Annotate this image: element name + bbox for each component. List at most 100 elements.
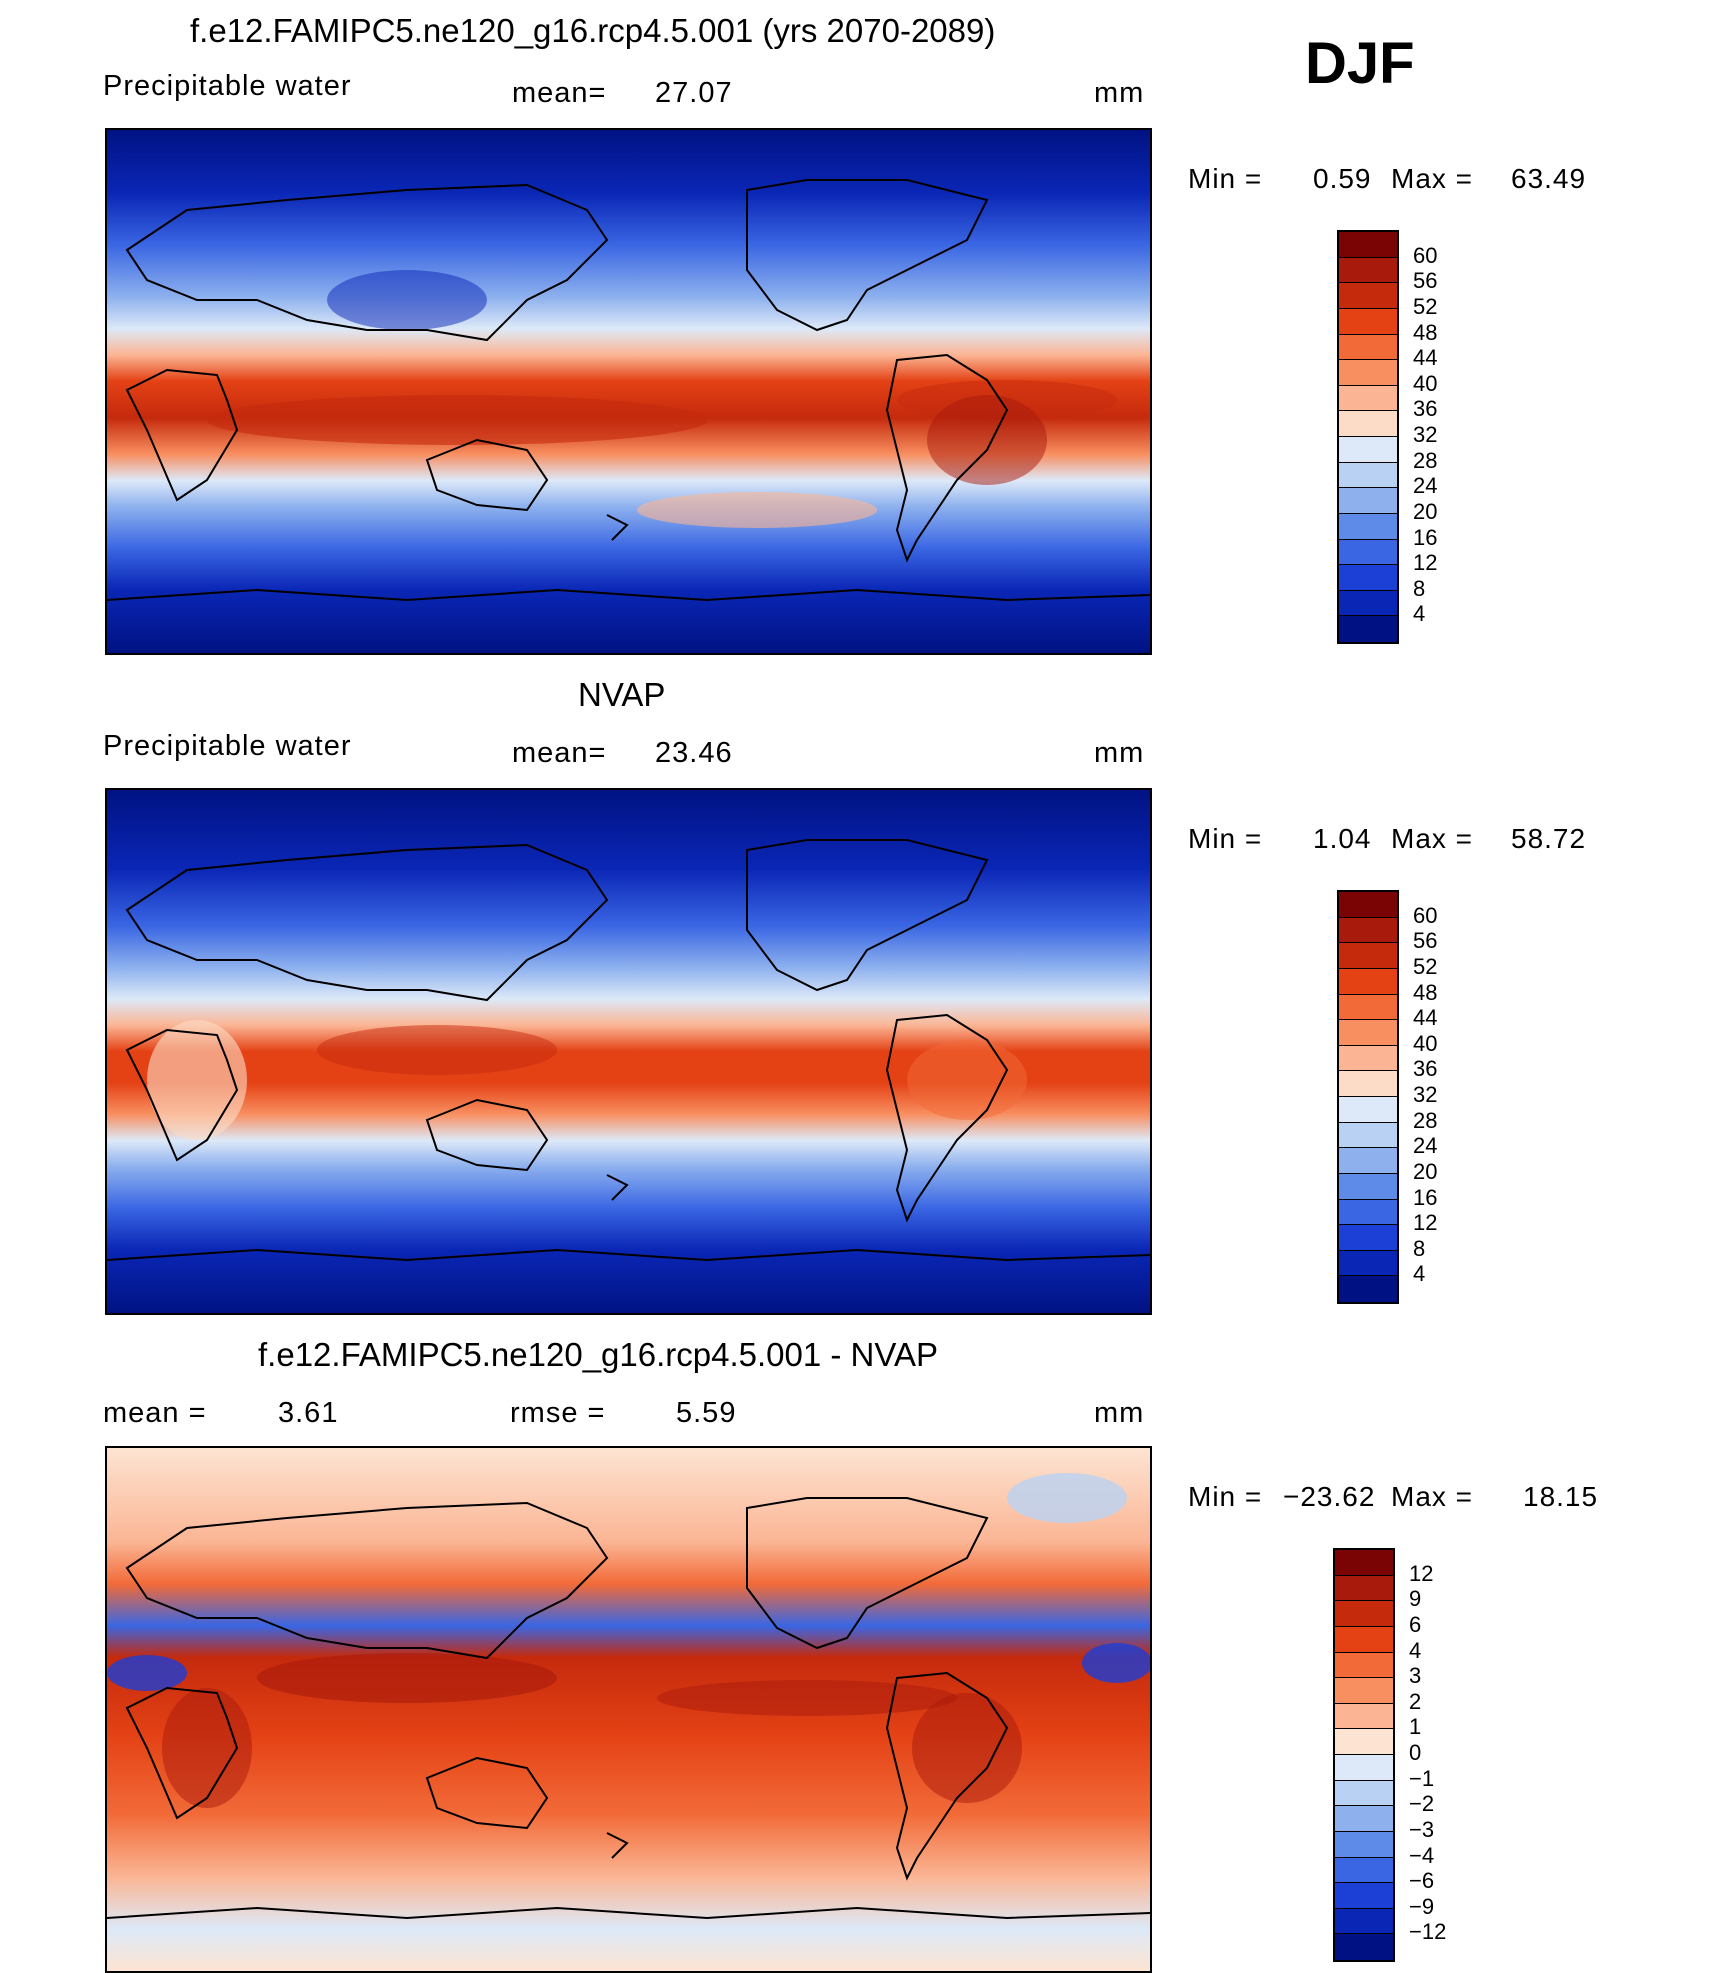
colorbar-tick-model-7: 32 bbox=[1413, 422, 1438, 447]
colorbar-tick-obs-13: 8 bbox=[1413, 1235, 1426, 1261]
colorbar-tick-obs-11: 16 bbox=[1413, 1184, 1438, 1210]
colorbar-swatch-model-6 bbox=[1339, 385, 1397, 412]
colorbar-tick-model-6: 36 bbox=[1413, 396, 1438, 422]
variable-label-obs: Precipitable water bbox=[103, 730, 352, 762]
mean-label-obs: mean= bbox=[512, 737, 607, 769]
map-diff bbox=[105, 1446, 1152, 1973]
mean-label-model: mean= bbox=[512, 77, 607, 109]
colorbar-swatch-diff-15 bbox=[1335, 1934, 1393, 1960]
colorbar-swatch-obs-12 bbox=[1339, 1199, 1397, 1226]
colorbar-tick-diff-5: 2 bbox=[1409, 1688, 1422, 1714]
colorbar-swatch-model-8 bbox=[1339, 437, 1397, 463]
colorbar-swatch-obs-7 bbox=[1339, 1071, 1397, 1097]
max-value-model: 63.49 bbox=[1511, 163, 1587, 194]
colorbar-tick-obs-1: 56 bbox=[1413, 928, 1438, 954]
map-obs-field bbox=[107, 790, 1150, 1313]
colorbar-swatch-diff-8 bbox=[1335, 1755, 1393, 1781]
colorbar-swatch-diff-9 bbox=[1335, 1780, 1393, 1807]
max-label-diff: Max = bbox=[1391, 1481, 1474, 1512]
colorbar-tick-obs-2: 52 bbox=[1413, 953, 1438, 979]
colorbar-tick-model-0: 60 bbox=[1413, 242, 1438, 268]
colorbar-tick-diff-4: 3 bbox=[1409, 1663, 1422, 1689]
map-obs bbox=[105, 788, 1152, 1315]
colorbar-tick-model-9: 24 bbox=[1413, 473, 1438, 499]
colorbar-swatch-diff-12 bbox=[1335, 1857, 1393, 1884]
diff-mean-label: mean = bbox=[103, 1397, 207, 1429]
map-model-field bbox=[107, 130, 1150, 653]
colorbar-tick-diff-8: −1 bbox=[1409, 1765, 1435, 1791]
colorbar-tick-obs-4: 44 bbox=[1413, 1005, 1438, 1031]
colorbar-tick-obs-7: 32 bbox=[1413, 1082, 1438, 1107]
colorbar-swatch-obs-1 bbox=[1339, 917, 1397, 944]
colorbar-swatch-diff-3 bbox=[1335, 1626, 1393, 1653]
colorbar-swatch-model-14 bbox=[1339, 590, 1397, 617]
colorbar-tick-diff-6: 1 bbox=[1409, 1714, 1422, 1740]
colorbar-obs bbox=[1337, 890, 1399, 1304]
colorbar-swatch-model-1 bbox=[1339, 257, 1397, 284]
colorbar-tick-obs-6: 36 bbox=[1413, 1056, 1438, 1082]
mean-value-obs: 23.46 bbox=[655, 737, 733, 769]
colorbar-swatch-model-9 bbox=[1339, 462, 1397, 489]
diff-mean-value: 3.61 bbox=[278, 1397, 339, 1429]
season-label: DJF bbox=[1305, 31, 1415, 96]
colorbar-tick-obs-12: 12 bbox=[1413, 1210, 1438, 1236]
colorbar-swatch-model-15 bbox=[1339, 616, 1397, 642]
colorbar-swatch-model-11 bbox=[1339, 513, 1397, 540]
colorbar-swatch-diff-7 bbox=[1335, 1729, 1393, 1755]
max-label-obs: Max = bbox=[1391, 823, 1474, 854]
colorbar-tick-obs-10: 20 bbox=[1413, 1158, 1438, 1184]
min-value-diff: −23.62 bbox=[1283, 1481, 1376, 1512]
colorbar-swatch-model-0 bbox=[1339, 232, 1397, 258]
colorbar-swatch-diff-4 bbox=[1335, 1652, 1393, 1679]
colorbar-tick-model-5: 40 bbox=[1413, 370, 1438, 396]
rmse-label: rmse = bbox=[510, 1397, 606, 1429]
panel-title-obs: NVAP bbox=[578, 676, 666, 713]
colorbar-tick-diff-2: 6 bbox=[1409, 1611, 1422, 1637]
colorbar-tick-diff-7: 0 bbox=[1409, 1740, 1422, 1765]
colorbar-swatch-diff-1 bbox=[1335, 1575, 1393, 1602]
colorbar-swatch-obs-10 bbox=[1339, 1148, 1397, 1174]
colorbar-swatch-model-13 bbox=[1339, 565, 1397, 591]
colorbar-tick-model-10: 20 bbox=[1413, 498, 1438, 524]
units-label-model: mm bbox=[1094, 77, 1145, 109]
min-value-obs: 1.04 bbox=[1313, 823, 1372, 854]
colorbar-tick-obs-14: 4 bbox=[1413, 1261, 1426, 1287]
colorbar-tick-diff-11: −4 bbox=[1409, 1842, 1435, 1868]
max-value-diff: 18.15 bbox=[1523, 1481, 1599, 1512]
variable-label-model: Precipitable water bbox=[103, 70, 352, 102]
colorbar-swatch-diff-13 bbox=[1335, 1883, 1393, 1909]
colorbar-swatch-obs-3 bbox=[1339, 968, 1397, 995]
colorbar-swatch-model-7 bbox=[1339, 411, 1397, 437]
map-model bbox=[105, 128, 1152, 655]
colorbar-swatch-diff-2 bbox=[1335, 1601, 1393, 1627]
colorbar-tick-model-14: 4 bbox=[1413, 601, 1426, 627]
min-label-model: Min = bbox=[1188, 163, 1263, 194]
colorbar-swatch-obs-5 bbox=[1339, 1020, 1397, 1046]
map-diff-field bbox=[107, 1448, 1150, 1971]
colorbar-tick-diff-14: −12 bbox=[1409, 1919, 1447, 1945]
colorbar-swatch-model-3 bbox=[1339, 308, 1397, 335]
units-label-diff: mm bbox=[1094, 1397, 1145, 1429]
units-label-obs: mm bbox=[1094, 737, 1145, 769]
colorbar-swatch-obs-4 bbox=[1339, 994, 1397, 1021]
colorbar-swatch-obs-2 bbox=[1339, 943, 1397, 969]
max-value-obs: 58.72 bbox=[1511, 823, 1587, 854]
max-label-model: Max = bbox=[1391, 163, 1474, 194]
colorbar-tick-diff-9: −2 bbox=[1409, 1791, 1435, 1817]
rmse-value: 5.59 bbox=[676, 1397, 737, 1429]
colorbar-swatch-obs-9 bbox=[1339, 1122, 1397, 1149]
colorbar-tick-obs-3: 48 bbox=[1413, 979, 1438, 1005]
colorbar-swatch-diff-14 bbox=[1335, 1908, 1393, 1935]
colorbar-tick-diff-13: −9 bbox=[1409, 1893, 1435, 1919]
colorbar-tick-model-1: 56 bbox=[1413, 268, 1438, 294]
colorbar-tick-model-2: 52 bbox=[1413, 293, 1438, 319]
colorbar-swatch-diff-0 bbox=[1335, 1550, 1393, 1576]
colorbar-tick-model-12: 12 bbox=[1413, 550, 1438, 576]
colorbar-swatch-diff-11 bbox=[1335, 1831, 1393, 1858]
colorbar-swatch-model-2 bbox=[1339, 283, 1397, 309]
colorbar-swatch-obs-15 bbox=[1339, 1276, 1397, 1302]
colorbar-swatch-model-5 bbox=[1339, 360, 1397, 386]
colorbar-tick-diff-10: −3 bbox=[1409, 1816, 1435, 1842]
colorbar-tick-model-13: 8 bbox=[1413, 575, 1426, 601]
colorbar-tick-obs-9: 24 bbox=[1413, 1133, 1438, 1159]
